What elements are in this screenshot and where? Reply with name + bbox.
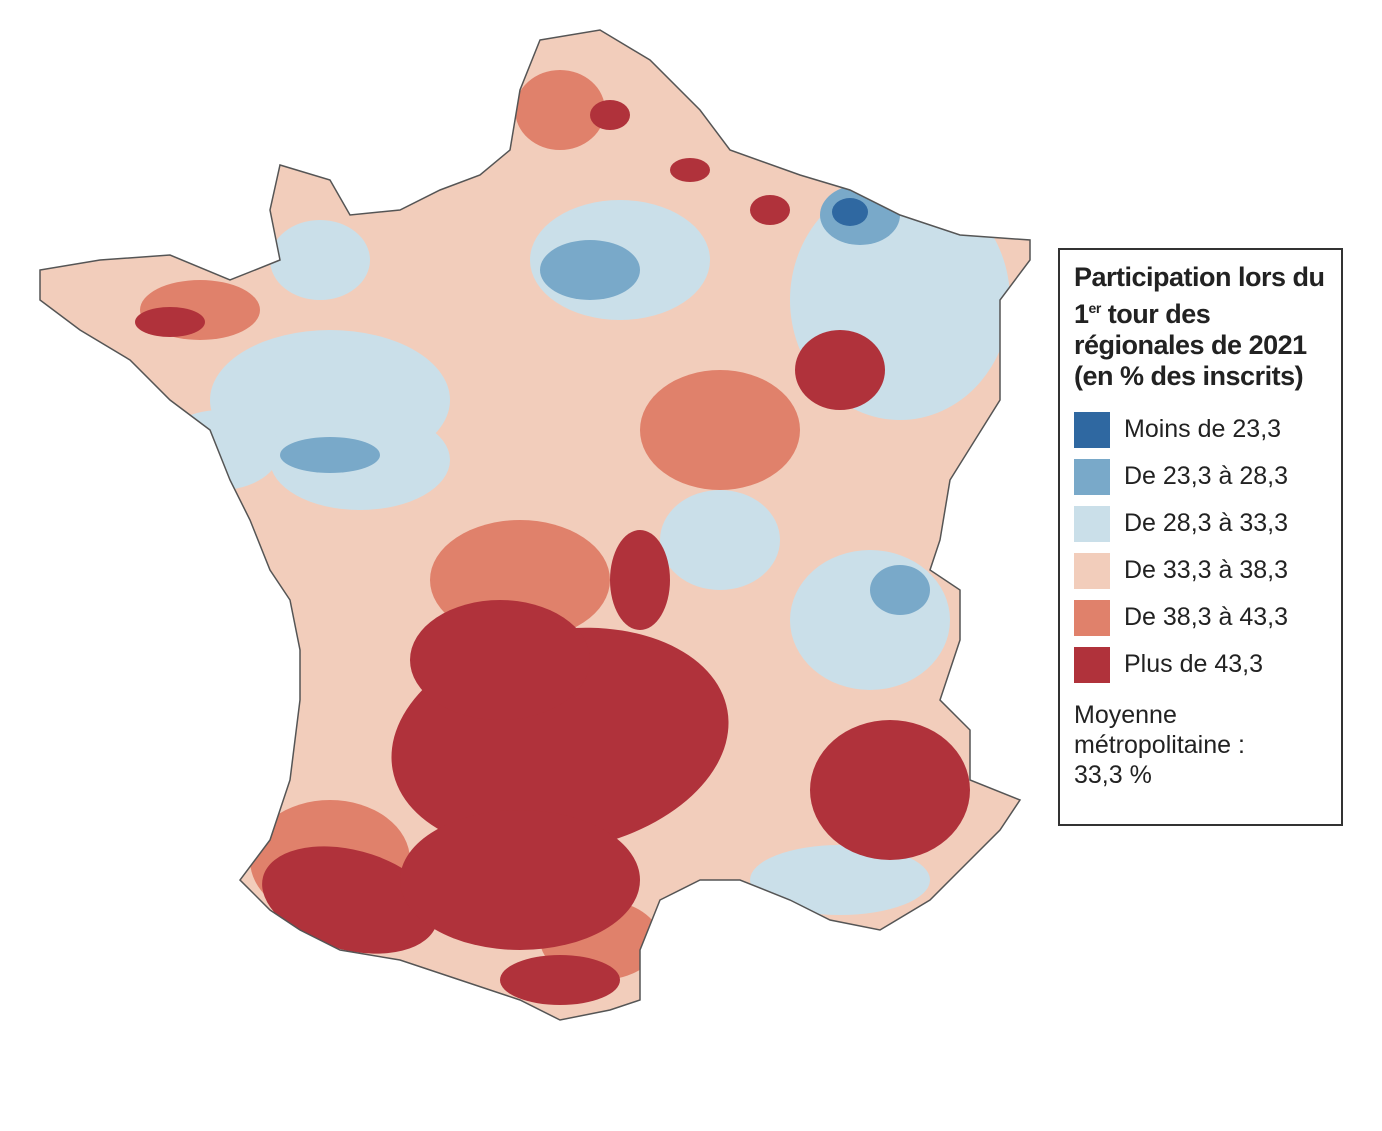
legend: Participation lors du 1er tour des régio… <box>1058 248 1343 826</box>
map-region <box>750 845 930 915</box>
map-region <box>262 846 438 954</box>
legend-swatch <box>1074 411 1110 448</box>
legend-items: Moins de 23,3 De 23,3 à 28,3 De 28,3 à 33,… <box>1074 406 1327 688</box>
legend-label: Plus de 43,3 <box>1124 650 1263 678</box>
legend-swatch <box>1074 552 1110 589</box>
map-region <box>810 720 970 860</box>
title-text: tour des régionales de 2021 (en % des in… <box>1074 299 1307 391</box>
map-region <box>660 490 780 590</box>
legend-label: De 28,3 à 33,3 <box>1124 509 1289 537</box>
legend-swatch <box>1074 505 1110 542</box>
map-region <box>590 100 630 130</box>
legend-label: De 23,3 à 28,3 <box>1124 462 1289 490</box>
legend-item: De 38,3 à 43,3 <box>1074 594 1327 641</box>
map-region <box>790 550 950 690</box>
map-region <box>750 195 790 225</box>
map-region <box>280 437 380 473</box>
legend-swatch <box>1074 458 1110 495</box>
map-region <box>515 70 605 150</box>
legend-note: Moyenne métropolitaine : 33,3 % <box>1074 701 1245 789</box>
legend-title: Participation lors du 1er tour des régio… <box>1074 262 1327 392</box>
map-region <box>640 370 800 490</box>
map <box>39 29 1031 1021</box>
title-text: Participation lors du 1 <box>1074 262 1325 329</box>
map-region <box>160 410 280 490</box>
legend-item: Moins de 23,3 <box>1074 406 1327 453</box>
legend-label: Moins de 23,3 <box>1124 415 1282 443</box>
map-regions <box>40 30 1030 1020</box>
map-region <box>670 158 710 182</box>
map-region <box>540 240 640 300</box>
map-region <box>832 198 868 226</box>
legend-item: De 33,3 à 38,3 <box>1074 547 1327 594</box>
map-region <box>410 600 590 720</box>
map-region <box>135 307 205 337</box>
title-superscript: er <box>1088 300 1102 316</box>
legend-label: De 38,3 à 43,3 <box>1124 603 1289 631</box>
legend-item: Plus de 43,3 <box>1074 641 1327 688</box>
map-region <box>400 810 640 950</box>
france-outline <box>39 29 1031 1021</box>
map-region <box>870 565 930 615</box>
legend-item: De 23,3 à 28,3 <box>1074 453 1327 500</box>
legend-item: De 28,3 à 33,3 <box>1074 500 1327 547</box>
legend-label: De 33,3 à 38,3 <box>1124 556 1289 584</box>
map-region <box>795 330 885 410</box>
map-region <box>270 220 370 300</box>
map-region <box>610 530 670 630</box>
legend-swatch <box>1074 646 1110 683</box>
map-region <box>500 955 620 1005</box>
legend-swatch <box>1074 599 1110 636</box>
